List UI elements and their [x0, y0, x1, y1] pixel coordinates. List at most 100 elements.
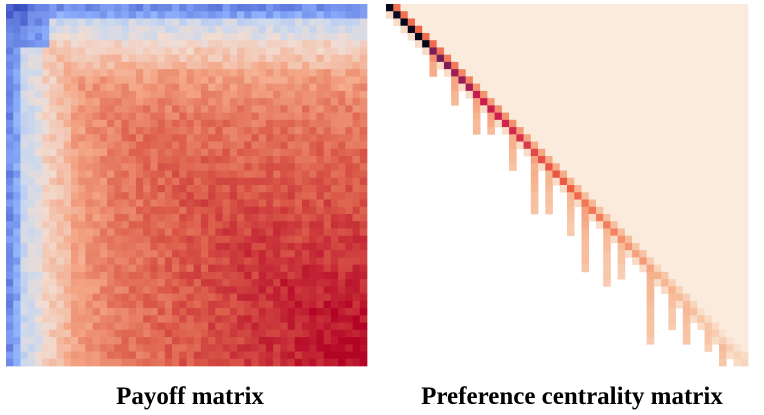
- payoff-matrix-cell: [345, 300, 353, 309]
- payoff-matrix-cell: [330, 329, 339, 338]
- payoff-matrix-cell: [193, 322, 202, 331]
- preference-centrality-matrix-cell: [661, 163, 669, 171]
- preference-centrality-matrix-cell: [704, 90, 713, 99]
- preference-centrality-matrix-cell: [523, 134, 532, 142]
- payoff-matrix-cell: [338, 156, 346, 164]
- payoff-matrix-cell: [13, 134, 21, 142]
- preference-centrality-matrix-cell: [639, 163, 647, 171]
- payoff-matrix-cell: [330, 148, 339, 157]
- payoff-matrix-cell: [150, 286, 158, 294]
- preference-centrality-matrix-cell: [538, 47, 546, 56]
- preference-centrality-matrix-cell: [726, 170, 734, 179]
- preference-centrality-matrix-cell: [624, 213, 633, 222]
- payoff-matrix-cell: [280, 127, 288, 135]
- payoff-matrix-cell: [229, 344, 238, 352]
- payoff-matrix-cell: [345, 358, 353, 367]
- payoff-matrix-cell: [345, 279, 353, 287]
- payoff-matrix-cell: [92, 300, 101, 309]
- payoff-matrix-cell: [20, 83, 29, 92]
- preference-centrality-matrix-cell: [538, 40, 546, 48]
- payoff-matrix-cell: [200, 156, 209, 164]
- payoff-matrix-cell: [150, 40, 158, 48]
- preference-centrality-matrix-cell: [697, 293, 705, 302]
- payoff-matrix-cell: [200, 293, 209, 302]
- payoff-matrix-cell: [229, 308, 238, 316]
- payoff-matrix-cell: [359, 206, 368, 215]
- payoff-matrix-cell: [63, 112, 72, 121]
- payoff-matrix-cell: [273, 257, 281, 265]
- preference-centrality-matrix-cell: [653, 134, 662, 142]
- payoff-matrix-cell: [143, 11, 151, 19]
- preference-centrality-matrix-cell: [567, 199, 575, 208]
- payoff-matrix-cell: [287, 18, 296, 27]
- preference-centrality-matrix-cell: [733, 286, 742, 294]
- payoff-matrix-cell: [85, 351, 93, 360]
- payoff-matrix-cell: [6, 192, 14, 200]
- payoff-matrix-cell: [251, 18, 260, 27]
- preference-centrality-matrix-cell: [719, 105, 727, 113]
- preference-centrality-matrix-cell: [509, 11, 517, 19]
- payoff-matrix-cell: [172, 315, 180, 323]
- payoff-matrix-cell: [200, 177, 209, 186]
- payoff-matrix-cell: [200, 54, 209, 63]
- payoff-matrix-cell: [150, 279, 158, 287]
- payoff-matrix-cell: [92, 32, 101, 41]
- preference-centrality-matrix-cell: [719, 185, 727, 193]
- payoff-matrix-cell: [338, 185, 346, 193]
- preference-centrality-matrix-cell: [617, 11, 626, 19]
- payoff-matrix-cell: [135, 18, 144, 27]
- payoff-matrix-cell: [222, 279, 231, 287]
- preference-centrality-matrix-cell: [639, 105, 647, 113]
- payoff-matrix-cell: [42, 69, 50, 77]
- preference-centrality-matrix-cell: [523, 83, 532, 92]
- preference-centrality-matrix-cell: [610, 105, 619, 113]
- payoff-matrix-cell: [302, 257, 310, 265]
- payoff-matrix-cell: [251, 177, 260, 186]
- payoff-matrix-cell: [193, 308, 202, 316]
- payoff-matrix-cell: [121, 112, 130, 121]
- preference-centrality-matrix-cell: [458, 69, 466, 77]
- preference-centrality-matrix-cell: [400, 25, 409, 34]
- payoff-matrix-cell: [99, 127, 108, 135]
- payoff-matrix-cell: [85, 170, 93, 179]
- payoff-matrix-cell: [70, 329, 79, 338]
- preference-centrality-matrix-cell: [632, 47, 640, 56]
- payoff-matrix-cell: [237, 177, 245, 186]
- payoff-matrix-cell: [193, 32, 202, 41]
- payoff-matrix-cell: [359, 228, 368, 237]
- payoff-matrix-cell: [70, 213, 79, 222]
- preference-centrality-matrix-cell: [682, 257, 691, 265]
- payoff-matrix-cell: [150, 170, 158, 179]
- payoff-matrix-cell: [92, 134, 101, 142]
- payoff-matrix-cell: [222, 250, 231, 258]
- payoff-matrix-cell: [302, 271, 310, 280]
- payoff-matrix-cell: [215, 61, 223, 70]
- payoff-matrix-cell: [352, 257, 361, 265]
- payoff-matrix-cell: [143, 127, 151, 135]
- payoff-matrix-cell: [287, 25, 296, 34]
- preference-centrality-matrix-cell: [682, 141, 691, 150]
- payoff-matrix-cell: [186, 337, 195, 345]
- payoff-matrix-cell: [294, 76, 303, 84]
- payoff-matrix-cell: [99, 25, 108, 34]
- payoff-matrix-cell: [215, 192, 223, 200]
- payoff-matrix-cell: [157, 90, 166, 99]
- payoff-matrix-cell: [70, 25, 79, 34]
- payoff-matrix-cell: [172, 185, 180, 193]
- preference-centrality-matrix-cell: [603, 40, 611, 48]
- payoff-matrix-cell: [323, 264, 332, 273]
- preference-centrality-matrix-cell: [726, 228, 734, 237]
- payoff-matrix-cell: [215, 344, 223, 352]
- payoff-matrix-cell: [92, 25, 101, 34]
- preference-centrality-matrix-cell: [661, 242, 669, 251]
- preference-centrality-matrix-cell: [567, 18, 575, 27]
- payoff-matrix-cell: [330, 279, 339, 287]
- payoff-matrix-cell: [208, 112, 216, 121]
- payoff-matrix-cell: [85, 105, 93, 113]
- preference-centrality-matrix-cell: [451, 11, 459, 19]
- payoff-matrix-cell: [107, 308, 115, 316]
- payoff-matrix-cell: [179, 242, 187, 251]
- payoff-matrix-cell: [280, 18, 288, 27]
- payoff-matrix-cell: [135, 105, 144, 113]
- preference-centrality-matrix-cell: [697, 264, 705, 273]
